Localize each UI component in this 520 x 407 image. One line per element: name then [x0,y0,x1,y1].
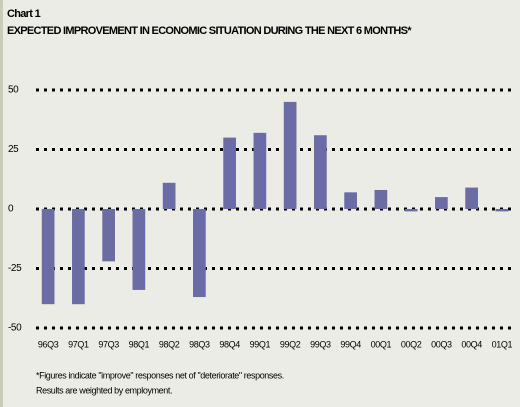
y-tick-label: -25 [8,263,22,274]
x-tick-label: 99Q1 [250,339,271,349]
x-tick-label: 00Q2 [401,339,422,349]
bar [404,209,418,212]
chart-title: Chart 1 [7,8,41,20]
bar [374,189,388,209]
bar [344,192,357,209]
chart-subtitle: EXPECTED IMPROVEMENT IN ECONOMIC SITUATI… [7,25,412,37]
bar [223,137,236,209]
bar [72,209,85,305]
bar [435,197,448,209]
x-tick-label: 98Q2 [159,339,180,349]
x-tick-label: 00Q1 [371,339,392,349]
x-tick-label: 96Q3 [38,339,59,349]
subtitle-box: EXPECTED IMPROVEMENT IN ECONOMIC SITUATI… [7,25,412,37]
x-tick-label: 00Q4 [461,339,482,349]
y-tick-label: 25 [8,144,19,155]
bar [495,209,509,212]
left-strip [0,0,3,407]
note: Results are weighted by employment. [36,385,172,395]
x-tick-label: 98Q1 [129,339,150,349]
x-tick-label: 99Q2 [280,339,301,349]
bar [162,182,176,209]
bar [283,101,297,209]
x-tick-label: 01Q1 [492,339,513,349]
x-tick-label: 97Q1 [68,339,89,349]
y-tick-label: 50 [8,85,19,96]
bar [132,209,146,290]
x-tick-label: 97Q3 [98,339,119,349]
note: *Figures indicate "improve" responses ne… [36,370,284,380]
y-tick-label: 0 [8,204,14,215]
x-tick-label: 99Q4 [340,339,361,349]
x-tick-label: 00Q3 [431,339,452,349]
bar [465,187,478,209]
bar [314,135,327,209]
bar [253,132,267,209]
y-tick-label: -50 [8,323,22,334]
bar [102,209,115,262]
bar [41,209,55,305]
x-tick-label: 98Q4 [219,339,240,349]
x-tick-label: 98Q3 [189,339,210,349]
bar [193,209,206,298]
x-tick-label: 99Q3 [310,339,331,349]
